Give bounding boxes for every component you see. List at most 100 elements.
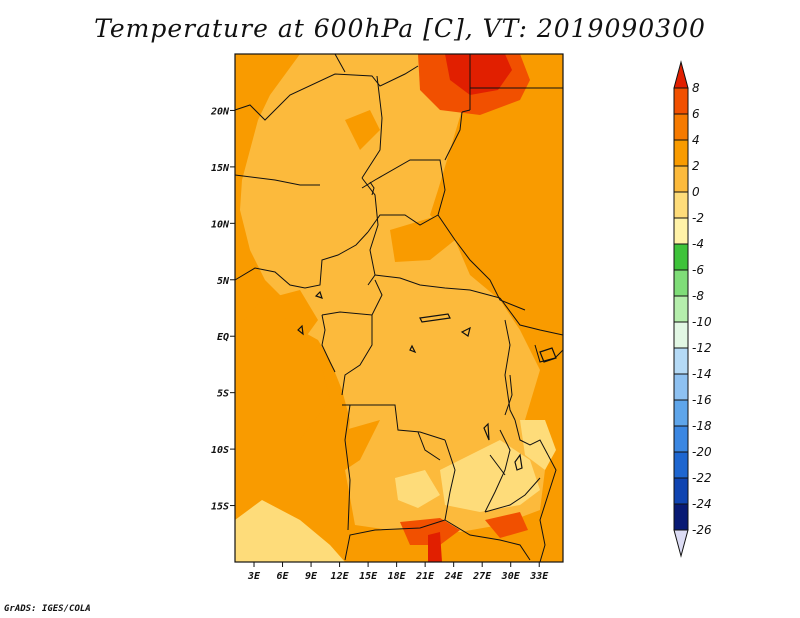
colorbar-swatch (673, 425, 689, 453)
colorbar-swatch (673, 217, 689, 245)
field-region-4-6 (485, 512, 528, 538)
map-area (235, 54, 563, 562)
colorbar-swatch (673, 347, 689, 375)
country-border (484, 477, 541, 513)
y-tick-label: 5S (217, 389, 229, 400)
country-borders (234, 53, 564, 563)
field-region-6-8 (445, 54, 512, 95)
colorbar-swatch (673, 399, 689, 427)
colorbar-swatch (673, 87, 689, 115)
x-tick-label: 3E (247, 571, 261, 582)
colorbar-swatch (673, 243, 689, 271)
y-tick-label: 20N (210, 106, 230, 117)
lake-outline (419, 313, 451, 323)
country-border (534, 344, 564, 363)
x-tick-label: 33E (529, 571, 549, 582)
country-border (539, 454, 557, 563)
map-axes: 3E 6E 9E 12E 15E 18E 21E 24E 27E 30E 33E 20N 15N 10N 5… (210, 53, 564, 582)
field-region-4-6 (400, 518, 460, 545)
lake-outline (409, 344, 417, 354)
colorbar-swatch (673, 269, 689, 297)
colorbar-swatch (673, 295, 689, 323)
colorbar-label: -8 (692, 289, 704, 303)
country-border (369, 181, 375, 196)
country-border (344, 439, 456, 561)
country-border (489, 454, 506, 476)
x-tick-label: 18E (388, 571, 407, 582)
x-tick-label: 15E (359, 571, 378, 582)
colorbar-label: -16 (692, 393, 712, 407)
colorbar-label: 6 (692, 107, 700, 121)
country-border (504, 319, 516, 421)
colorbar-swatch (673, 477, 689, 505)
grads-credit: GrADS: IGES/COLA (4, 604, 91, 614)
colorbar-swatch (673, 503, 689, 531)
field-region-minus2-0 (235, 500, 345, 562)
x-tick-label: 9E (305, 571, 318, 582)
colorbar-label: -20 (692, 445, 712, 459)
country-border (367, 214, 439, 233)
colorbar-swatch (673, 451, 689, 479)
field-region-2-4 (345, 110, 380, 150)
y-tick-label: 10N (211, 219, 230, 230)
colorbar-label: -22 (692, 471, 712, 485)
lake-outline (483, 422, 490, 441)
colorbar: 8 6 4 2 0 -2 -4 -6 -8 -10 -12 -14 -16 -18 -20 -22 -24 -26 (673, 60, 712, 558)
country-border (444, 111, 463, 161)
x-tick-label: 12E (331, 571, 350, 582)
colorbar-swatch (673, 113, 689, 141)
country-border (361, 159, 446, 216)
country-border (321, 314, 336, 373)
country-border (234, 231, 369, 289)
colorbar-label: 0 (692, 185, 700, 199)
country-border (234, 65, 419, 121)
country-border (234, 174, 320, 186)
field-region-2-4 (390, 215, 455, 262)
lake-outline (460, 326, 471, 337)
lake-outline (297, 324, 304, 336)
country-border (374, 274, 501, 299)
country-border (437, 214, 526, 311)
plot-frame (234, 53, 564, 563)
colorbar-label: -10 (692, 315, 712, 329)
x-tick-label: 27E (472, 571, 492, 582)
colorbar-bottom-arrow (673, 529, 689, 558)
country-border (341, 315, 373, 396)
country-border (444, 519, 531, 561)
field-region-minus2-0 (395, 470, 440, 508)
lake-outline (514, 453, 523, 471)
colorbar-label: 2 (692, 159, 700, 173)
colorbar-swatch (673, 373, 689, 401)
field-region-0-2 (240, 54, 545, 532)
country-border (361, 75, 383, 179)
colorbar-label: -24 (692, 497, 712, 511)
colorbar-swatch (673, 165, 689, 193)
field-region-6-8 (428, 532, 442, 562)
colorbar-swatch (673, 321, 689, 349)
country-border (342, 404, 446, 441)
colorbar-top-arrow (673, 60, 689, 89)
x-tick-label: 24E (444, 571, 464, 582)
country-border (461, 109, 471, 113)
field-region-2-4 (235, 300, 330, 480)
colorbar-label: -26 (692, 523, 712, 537)
y-tick-label: 15S (211, 502, 229, 513)
colorbar-label: -2 (692, 211, 704, 225)
field-region-minus2-0 (440, 440, 540, 512)
lake-outline (539, 347, 557, 363)
colorbar-label: -12 (692, 341, 712, 355)
country-border (417, 431, 441, 461)
field-region-2-4 (345, 420, 380, 470)
chart-title: Temperature at 600hPa [C], VT: 201909030… (94, 14, 706, 43)
lake-outline (314, 290, 323, 299)
country-border (484, 429, 511, 513)
country-border (504, 374, 513, 416)
country-border (344, 404, 351, 531)
colorbar-label: -14 (692, 367, 712, 381)
colorbar-label: 8 (692, 81, 700, 95)
x-tick-label: 30E (501, 571, 521, 582)
country-border (334, 53, 346, 73)
colorbar-swatch (673, 191, 689, 219)
colorbar-label: -6 (692, 263, 704, 277)
